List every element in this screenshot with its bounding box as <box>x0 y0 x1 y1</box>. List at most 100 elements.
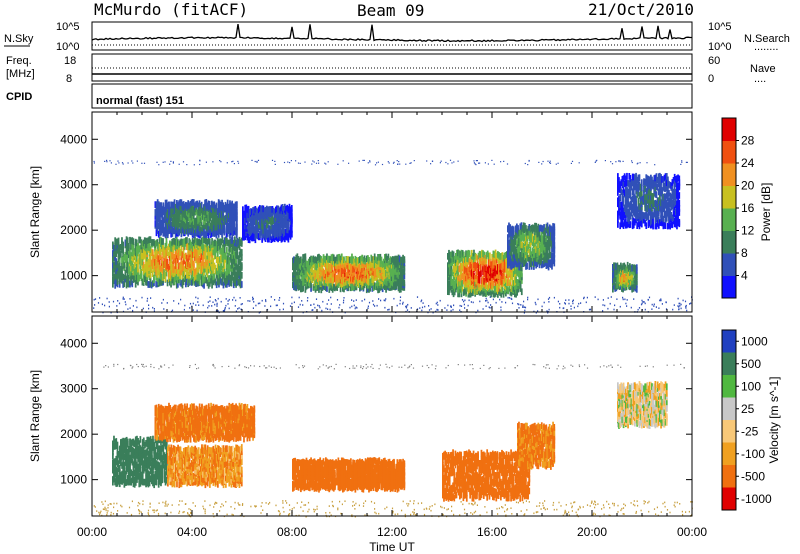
echo-cell <box>253 227 256 234</box>
echo-cell <box>142 261 145 269</box>
echo-cell <box>151 249 154 256</box>
echo-cell <box>311 265 314 273</box>
echo-cell <box>113 277 115 285</box>
echo-cell <box>509 288 512 296</box>
echo-cell <box>265 221 268 229</box>
echo-cell <box>170 205 173 213</box>
echo-cell <box>547 237 550 244</box>
echo-cell <box>519 282 522 289</box>
echo-cell <box>202 213 204 220</box>
echo-cell <box>176 220 178 228</box>
echo-cell <box>175 257 178 265</box>
echo-cell <box>176 205 178 213</box>
echo-cell <box>348 276 351 284</box>
echo-cell <box>226 212 229 219</box>
echo-cell <box>147 281 150 288</box>
echo-cell <box>191 264 194 271</box>
echo-cell <box>227 257 229 265</box>
echo-cell <box>221 273 224 281</box>
echo-cell <box>128 274 130 282</box>
echo-cell <box>475 267 478 274</box>
echo-cell <box>393 275 395 283</box>
echo-cell <box>145 265 147 273</box>
echo-cell <box>210 271 212 279</box>
echo-cell <box>270 219 273 227</box>
echo-cell <box>385 269 387 277</box>
echo-cell <box>326 268 328 276</box>
echo-cell <box>269 217 272 225</box>
echo-cell <box>228 262 231 270</box>
echo-cell <box>384 254 386 261</box>
echo-cell <box>226 237 228 245</box>
echo-cell <box>198 278 201 286</box>
echo-cell <box>237 278 240 286</box>
echo-cell <box>218 261 220 268</box>
echo-cell <box>265 225 268 233</box>
echo-cell <box>476 255 479 262</box>
echo-cell <box>630 205 633 213</box>
echo-cell <box>290 213 293 220</box>
echo-cell <box>350 263 352 271</box>
echo-cell <box>185 222 187 230</box>
echo-cell <box>225 219 228 227</box>
echo-cell <box>139 261 142 269</box>
echo-cell <box>372 264 375 272</box>
echo-cell <box>497 267 499 275</box>
echo-cell <box>250 219 252 227</box>
echo-cell <box>212 240 215 248</box>
echo-cell <box>512 261 515 269</box>
echo-cell <box>133 262 136 269</box>
echo-cell <box>166 209 169 216</box>
echo-cell <box>230 202 232 209</box>
echo-cell <box>251 219 253 226</box>
echo-cell <box>114 242 117 250</box>
echo-cell <box>187 278 190 285</box>
echo-cell <box>182 257 185 265</box>
echo-cell <box>644 178 647 186</box>
echo-cell <box>196 249 199 257</box>
echo-cell <box>314 282 317 290</box>
echo-cell <box>551 245 553 253</box>
echo-cell <box>448 280 450 288</box>
echo-cell <box>369 261 372 269</box>
echo-cell <box>529 240 532 248</box>
echo-cell <box>164 242 167 250</box>
echo-cell <box>158 242 161 249</box>
echo-cell <box>134 267 137 274</box>
echo-cell <box>173 270 176 277</box>
echo-cell <box>230 213 232 221</box>
echo-cell <box>397 254 400 262</box>
echo-cell <box>486 275 489 282</box>
echo-cell <box>530 235 533 243</box>
echo-cell <box>178 262 180 270</box>
echo-cell <box>171 211 174 218</box>
echo-cell <box>199 231 202 239</box>
echo-cell <box>170 256 172 264</box>
echo-cell <box>167 243 170 251</box>
echo-cell <box>322 278 325 286</box>
echo-cell <box>261 218 264 225</box>
echo-cell <box>522 242 525 250</box>
echo-cell <box>195 267 197 275</box>
echo-cell <box>166 220 169 228</box>
echo-cell <box>485 252 488 259</box>
echo-cell <box>294 256 297 264</box>
echo-cell <box>132 250 135 257</box>
echo-cell <box>547 253 550 260</box>
echo-cell <box>268 206 270 213</box>
echo-cell <box>163 213 166 221</box>
echo-cell <box>382 279 385 287</box>
echo-cell <box>621 220 624 228</box>
echo-cell <box>652 222 654 230</box>
echo-cell <box>139 272 142 279</box>
echo-cell <box>130 264 132 272</box>
echo-cell <box>535 234 538 242</box>
echo-cell <box>284 229 286 236</box>
echo-cell <box>644 194 647 201</box>
echo-cell <box>353 278 356 286</box>
echo-cell <box>388 265 391 273</box>
echo-cell <box>544 237 547 244</box>
echo-cell <box>639 214 642 221</box>
echo-cell <box>173 238 176 245</box>
echo-cell <box>155 249 158 257</box>
